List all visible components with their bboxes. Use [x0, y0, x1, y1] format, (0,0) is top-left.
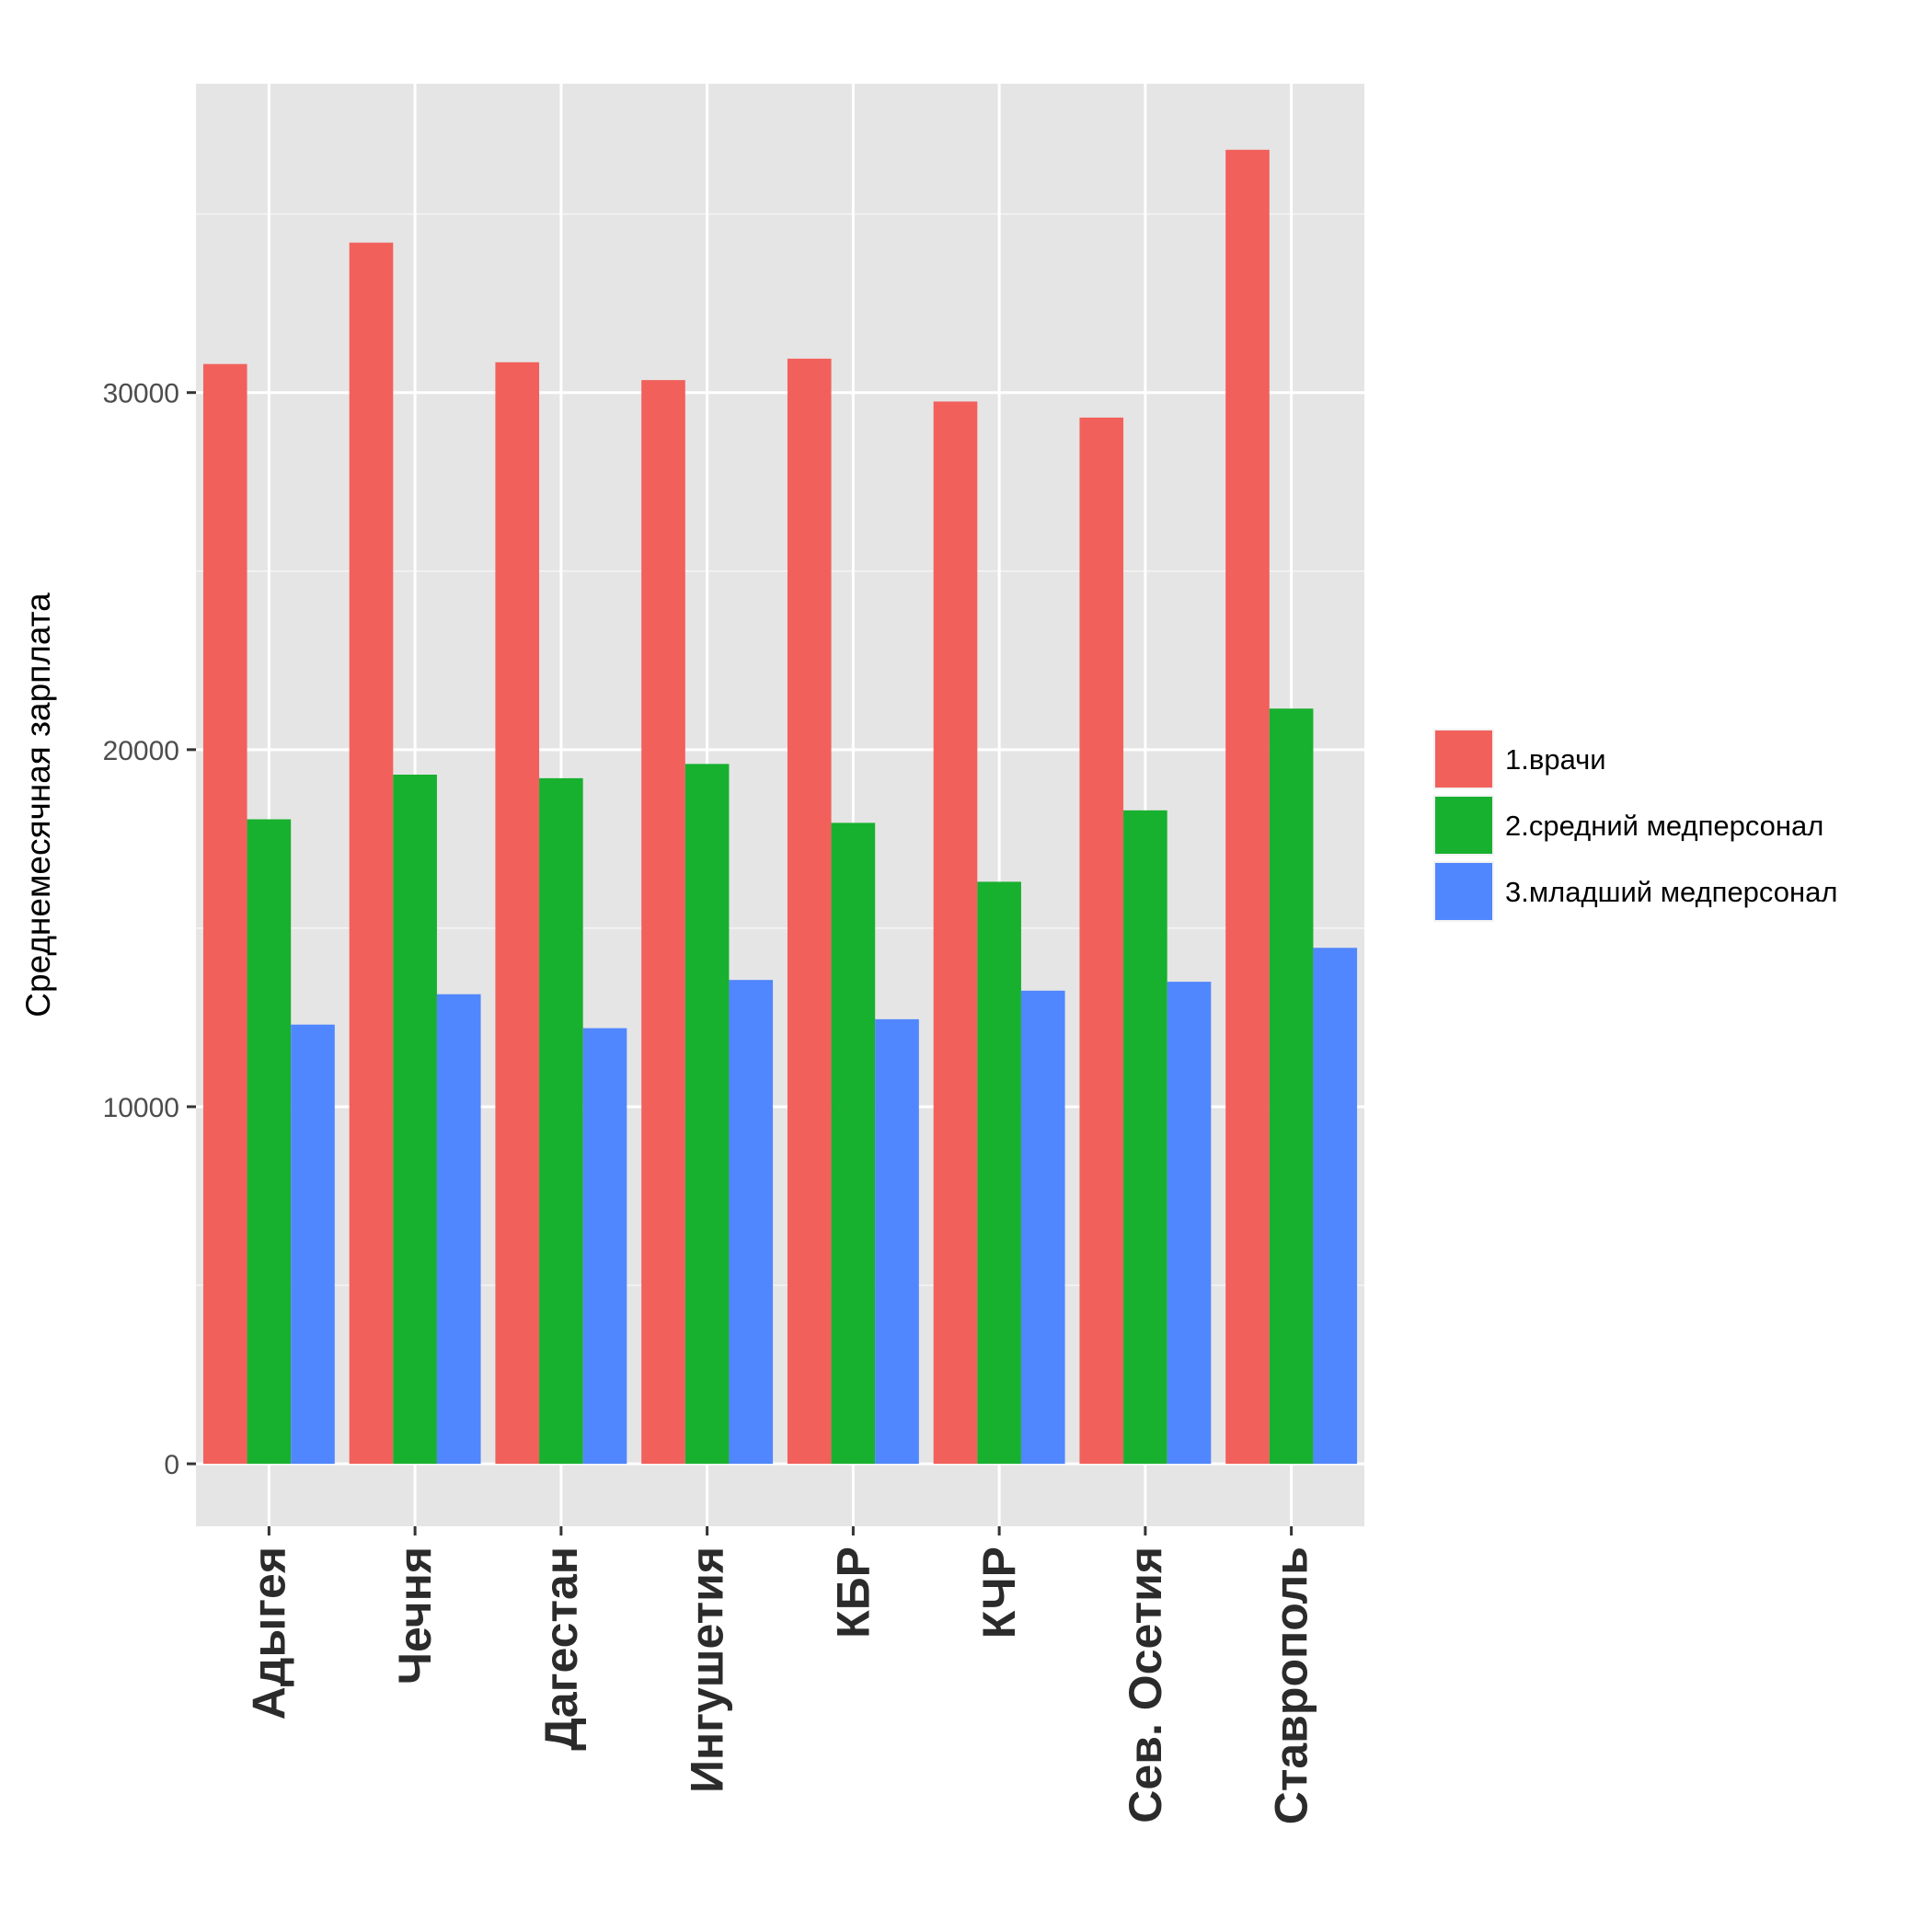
bar — [1269, 708, 1314, 1465]
bar — [684, 764, 730, 1465]
bar — [1123, 810, 1167, 1465]
y-tick-label: 20000 — [103, 736, 179, 766]
x-tick-label: Ставрополь — [1266, 1547, 1317, 1824]
y-axis-title: Среднемесячная зарплата — [19, 592, 57, 1018]
x-tick-label: Дагестан — [535, 1547, 587, 1751]
y-tick-label: 30000 — [103, 379, 179, 409]
bar — [393, 775, 437, 1465]
bar — [977, 881, 1021, 1465]
bar — [729, 980, 774, 1465]
legend-swatch — [1435, 797, 1492, 854]
bar — [202, 363, 247, 1465]
bar — [831, 822, 876, 1465]
bar — [247, 819, 292, 1465]
x-tick-label: Адыгея — [243, 1547, 294, 1719]
bar — [582, 1028, 627, 1465]
bars — [202, 149, 1358, 1465]
legend: 1.врачи 2.средний медперсонал 3.младший ме… — [1433, 729, 1837, 922]
bar — [1225, 149, 1270, 1465]
y-tick-label: 0 — [164, 1450, 179, 1480]
x-tick-label: Сев. Осетия — [1120, 1547, 1171, 1823]
bar — [1079, 417, 1124, 1465]
x-tick-label: Ингушетия — [682, 1547, 733, 1793]
bar — [1313, 948, 1358, 1465]
y-tick-label: 10000 — [103, 1093, 179, 1123]
bar — [933, 401, 978, 1465]
bar — [436, 994, 481, 1465]
x-axis: Адыгея Чечня Дагестан Ингушетия КБР КЧР Сев. О… — [243, 1526, 1317, 1824]
x-tick-label: Чечня — [389, 1547, 441, 1685]
legend-label: 1.врачи — [1505, 743, 1606, 776]
legend-label: 3.младший медперсонал — [1505, 876, 1837, 908]
y-axis: 0 10000 20000 30000 — [103, 379, 196, 1480]
bar — [787, 358, 832, 1465]
bar — [349, 242, 394, 1465]
bar — [1167, 982, 1212, 1465]
legend-swatch — [1435, 730, 1492, 788]
bar — [1020, 990, 1065, 1465]
x-tick-label: КБР — [827, 1547, 879, 1639]
bar — [875, 1018, 919, 1465]
bar — [495, 362, 540, 1465]
bar — [539, 777, 583, 1465]
legend-label: 2.средний медперсонал — [1505, 810, 1823, 842]
legend-swatch — [1435, 863, 1492, 920]
bar — [291, 1024, 335, 1465]
bar — [641, 380, 685, 1465]
x-tick-label: КЧР — [973, 1547, 1025, 1639]
